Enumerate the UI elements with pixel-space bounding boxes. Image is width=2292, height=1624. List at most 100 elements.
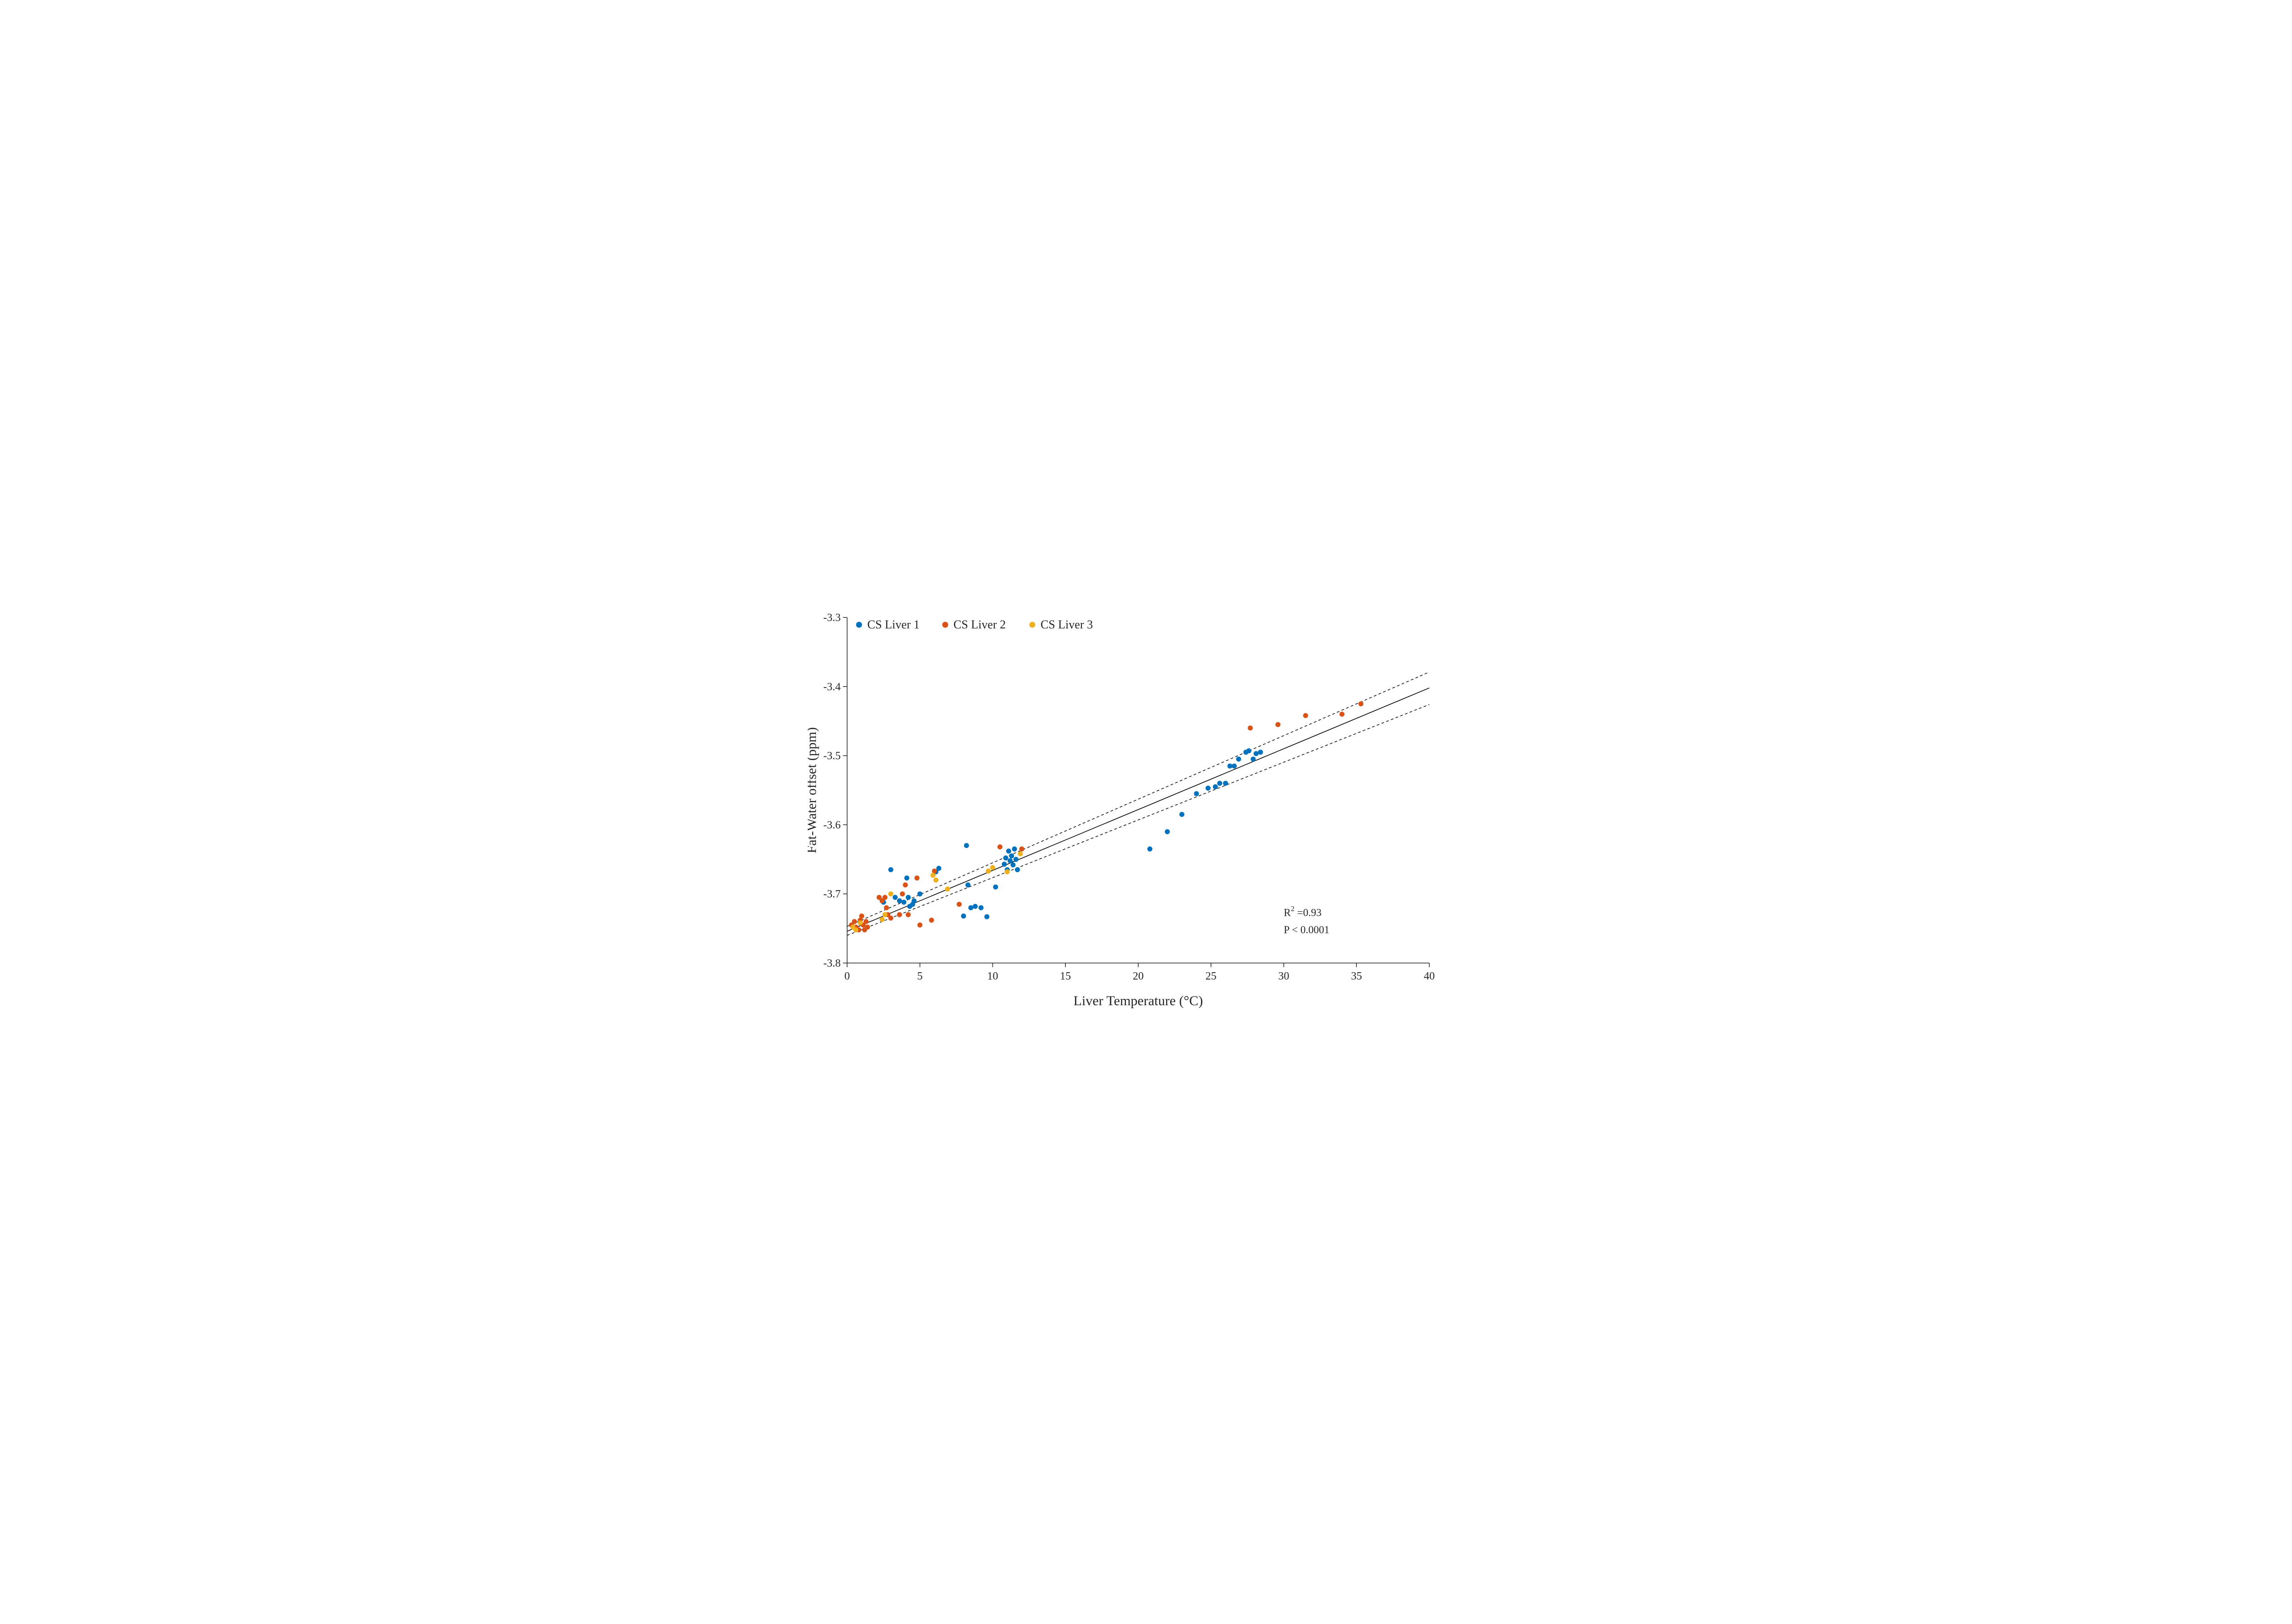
- legend-label: CS Liver 3: [1041, 618, 1093, 631]
- y-tick-label: -3.7: [823, 888, 841, 900]
- data-point: [945, 886, 950, 892]
- data-point: [914, 875, 920, 881]
- data-point: [1165, 829, 1170, 834]
- data-point: [901, 899, 907, 905]
- data-point: [990, 864, 995, 870]
- data-point: [1339, 711, 1344, 717]
- data-point: [905, 912, 911, 917]
- data-point: [888, 867, 893, 872]
- data-point: [1303, 713, 1308, 718]
- data-point: [911, 898, 917, 903]
- data-point: [1358, 701, 1364, 706]
- x-tick-label: 40: [1424, 970, 1435, 982]
- data-point: [956, 901, 962, 907]
- data-point: [933, 877, 939, 883]
- data-point: [1179, 811, 1185, 817]
- legend-label: CS Liver 2: [953, 618, 1006, 631]
- y-tick-label: -3.3: [823, 612, 841, 624]
- data-point: [1251, 756, 1256, 762]
- data-point: [897, 898, 902, 903]
- y-axis-label: Fat-Water offset (ppm): [808, 727, 819, 853]
- data-point: [1227, 763, 1233, 769]
- x-tick-label: 10: [987, 970, 998, 982]
- data-point: [961, 913, 966, 919]
- x-tick-label: 0: [844, 970, 850, 982]
- data-point: [936, 865, 942, 871]
- legend-label: CS Liver 1: [867, 618, 920, 631]
- data-point: [1258, 749, 1263, 755]
- x-tick-label: 15: [1060, 970, 1071, 982]
- data-point: [897, 912, 902, 917]
- x-tick-label: 5: [917, 970, 923, 982]
- data-point: [984, 914, 990, 919]
- y-tick-label: -3.6: [823, 819, 841, 831]
- data-point: [1212, 784, 1218, 789]
- plot-area: 0 5 10 15 20 25 30 35 40 -3.8 -3.7 -3.6 -3.5 -3.4 -3.3…: [823, 612, 1435, 982]
- data-point: [1223, 780, 1228, 786]
- x-tick-label: 35: [1351, 970, 1362, 982]
- data-point: [888, 915, 893, 920]
- data-point: [904, 875, 909, 881]
- data-point: [879, 916, 885, 922]
- legend-item: CS Liver 2: [942, 618, 1006, 631]
- data-point: [1147, 846, 1152, 852]
- data-point: [932, 868, 937, 874]
- data-point: [1232, 763, 1237, 769]
- data-point: [1275, 721, 1281, 727]
- data-point: [1019, 846, 1025, 852]
- legend-marker: [942, 622, 948, 628]
- data-point: [1247, 725, 1253, 731]
- legend-item: CS Liver 3: [1029, 618, 1093, 631]
- data-point: [1217, 780, 1223, 786]
- figure: Liver Temperature (°C) Fat-Water offset …: [808, 609, 1484, 1015]
- data-point: [905, 894, 911, 900]
- confidence-interval-line: [847, 671, 1430, 927]
- data-point: [1008, 858, 1013, 863]
- data-point: [852, 919, 857, 924]
- data-point: [900, 891, 905, 897]
- data-point: [1013, 856, 1019, 862]
- fit-line: [847, 687, 1430, 931]
- confidence-interval-line: [847, 704, 1430, 936]
- data-point: [882, 912, 888, 917]
- data-point: [1012, 846, 1017, 852]
- x-tick-label: 30: [1278, 970, 1289, 982]
- legend-marker: [1029, 622, 1036, 628]
- data-point: [1205, 785, 1211, 791]
- x-tick-label: 20: [1133, 970, 1144, 982]
- data-point: [1253, 751, 1259, 756]
- data-point: [893, 894, 898, 900]
- data-point: [917, 891, 923, 897]
- x-axis-label: Liver Temperature (°C): [1074, 993, 1203, 1008]
- data-point: [1002, 861, 1007, 867]
- stat-annotation: R2 =0.93: [1284, 905, 1322, 918]
- data-point: [1010, 862, 1016, 867]
- data-point: [888, 891, 893, 897]
- data-point: [929, 917, 934, 923]
- data-point: [978, 905, 984, 910]
- data-point: [863, 919, 869, 924]
- data-point: [1246, 748, 1251, 754]
- legend-item: CS Liver 1: [856, 618, 920, 631]
- data-point: [972, 903, 978, 909]
- data-point: [865, 924, 870, 930]
- series-2: [849, 701, 1364, 932]
- data-point: [1009, 853, 1014, 859]
- data-point: [993, 884, 998, 890]
- data-point: [964, 842, 969, 848]
- data-point: [965, 882, 971, 887]
- data-point: [879, 898, 885, 903]
- series-3: [850, 851, 1023, 932]
- data-point: [1006, 848, 1011, 853]
- data-point: [884, 905, 889, 910]
- legend-marker: [856, 622, 862, 628]
- data-point: [968, 905, 974, 910]
- data-point: [1018, 851, 1023, 856]
- data-point: [903, 882, 908, 887]
- data-point: [1014, 867, 1020, 872]
- stat-annotation: P < 0.0001: [1284, 924, 1330, 936]
- data-point: [1236, 756, 1241, 762]
- y-tick-label: -3.5: [823, 750, 841, 762]
- y-tick-label: -3.4: [823, 681, 841, 693]
- data-point: [858, 920, 863, 925]
